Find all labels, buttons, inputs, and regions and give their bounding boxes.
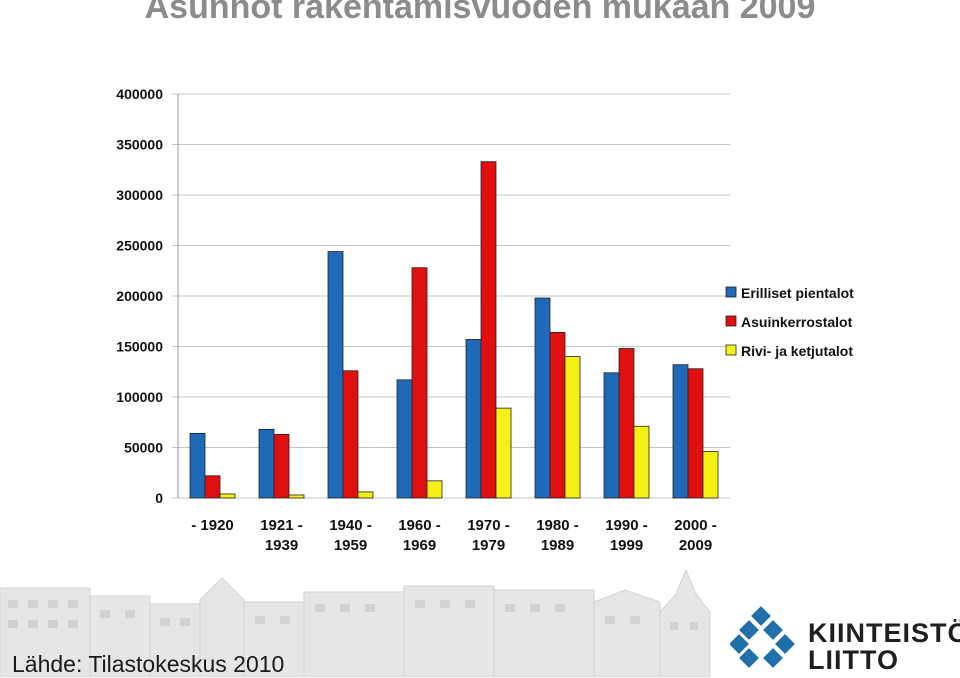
x-tick-label: 1960 - <box>398 517 441 534</box>
x-tick-label: - 1920 <box>191 517 234 534</box>
bar <box>426 480 443 499</box>
bar <box>564 356 581 499</box>
bar <box>204 475 221 499</box>
legend: Erilliset pientalot Asuinkerrostalot Rivi-… <box>725 285 854 359</box>
y-tick-label: 350000 <box>116 137 163 153</box>
bar <box>618 348 635 499</box>
bar <box>189 432 206 499</box>
y-tick-label: 200000 <box>116 288 163 304</box>
bar <box>342 370 359 499</box>
y-tick-label: 100000 <box>116 389 163 405</box>
bar <box>687 368 704 499</box>
bar <box>327 251 344 499</box>
x-tick-label: 1940 - <box>329 517 372 534</box>
legend-swatch <box>725 344 737 356</box>
x-tick-label: 1999 <box>610 537 643 554</box>
x-tick-label: 1959 <box>334 537 367 554</box>
logo-text-line1: KIINTEISTÖ <box>808 618 960 648</box>
bar-chart: 0 50000 100000 150000 200000 250000 300000 3500… <box>116 86 854 554</box>
x-tick-label: 1990 - <box>605 517 648 534</box>
bar <box>396 379 413 499</box>
bars <box>189 161 719 499</box>
bar <box>549 331 566 499</box>
bar <box>273 433 290 499</box>
legend-label: Rivi- ja ketjutalot <box>741 343 853 359</box>
bar <box>672 364 689 499</box>
bar <box>702 451 719 499</box>
legend-swatch <box>725 286 737 298</box>
x-tick-label: 1939 <box>265 537 298 554</box>
bar <box>495 407 512 499</box>
legend-swatch <box>725 315 737 327</box>
x-tick-label: 1979 <box>472 537 505 554</box>
city-skyline-image <box>0 568 711 677</box>
logo-text-line2: LIITTO <box>808 645 899 675</box>
x-tick-label: 1980 - <box>536 517 579 534</box>
bar <box>357 491 374 499</box>
bar <box>219 493 236 499</box>
page-title: Asunnot rakentamisvuoden mukaan 2009 <box>144 0 816 26</box>
bar <box>534 297 551 499</box>
bar <box>603 372 620 499</box>
x-tick-label: 2009 <box>679 537 712 554</box>
y-tick-label: 50000 <box>124 440 163 456</box>
bar <box>288 494 305 499</box>
legend-label: Erilliset pientalot <box>741 285 854 301</box>
legend-label: Asuinkerrostalot <box>741 314 853 330</box>
bar <box>411 267 428 499</box>
bar <box>633 425 650 499</box>
x-tick-label: 2000 - <box>674 517 717 534</box>
diamond-grid-logo-icon <box>730 606 795 668</box>
bar <box>480 161 497 499</box>
y-tick-label: 400000 <box>116 86 163 102</box>
y-tick-label: 150000 <box>116 339 163 355</box>
bar <box>465 339 482 499</box>
y-tick-label: 300000 <box>116 187 163 203</box>
source-note: Lähde: Tilastokeskus 2010 <box>12 651 285 677</box>
y-tick-label: 250000 <box>116 238 163 254</box>
bar <box>258 428 275 499</box>
x-tick-label: 1921 - <box>260 517 303 534</box>
y-axis-tick-labels: 0 50000 100000 150000 200000 250000 300000 3500… <box>116 86 163 506</box>
y-tick-label: 0 <box>155 490 163 506</box>
x-tick-label: 1970 - <box>467 517 510 534</box>
x-tick-label: 1989 <box>541 537 574 554</box>
x-axis-tick-labels: - 1920 1921 - 1939 1940 - 1959 1960 - 1969 1970… <box>191 517 717 554</box>
x-tick-label: 1969 <box>403 537 436 554</box>
